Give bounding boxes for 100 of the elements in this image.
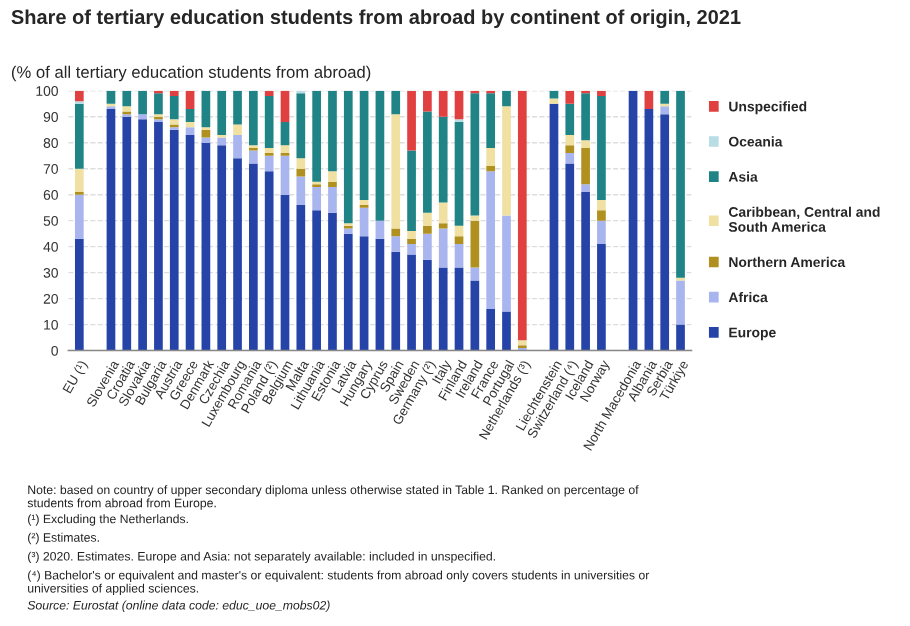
bar — [328, 212, 337, 351]
bar — [296, 176, 306, 206]
bar — [138, 114, 147, 120]
bar — [565, 134, 575, 146]
bar — [676, 280, 685, 325]
bar — [233, 134, 242, 159]
bar — [597, 210, 606, 221]
bar — [581, 192, 590, 351]
bar — [280, 90, 290, 122]
bar — [597, 95, 606, 200]
bar — [486, 308, 496, 351]
bar — [154, 93, 163, 115]
bar — [296, 205, 306, 351]
bar — [328, 90, 337, 172]
bar — [375, 90, 385, 221]
bar — [169, 129, 179, 351]
bar — [185, 127, 195, 135]
bar — [328, 186, 337, 213]
bar — [217, 90, 227, 135]
bar — [597, 244, 606, 351]
bar — [343, 90, 353, 224]
bar — [502, 311, 511, 351]
bar — [391, 236, 401, 252]
bar — [201, 142, 211, 351]
bar — [296, 158, 306, 169]
bar — [470, 220, 480, 268]
bar — [502, 215, 511, 312]
bar — [122, 90, 132, 107]
bar — [264, 95, 274, 148]
bar — [280, 155, 290, 195]
bar — [565, 103, 575, 135]
bar — [470, 280, 480, 351]
bar — [438, 223, 448, 229]
bar — [407, 238, 416, 245]
bar — [233, 158, 242, 351]
bar — [581, 184, 590, 193]
bar — [565, 145, 575, 154]
bar — [375, 220, 385, 239]
bar — [502, 106, 511, 216]
bar — [423, 90, 432, 112]
bar — [565, 90, 575, 104]
bar — [423, 111, 432, 213]
bar — [423, 212, 432, 226]
bar — [391, 114, 401, 229]
bar — [660, 114, 670, 351]
bar — [359, 236, 369, 351]
bar — [454, 90, 464, 120]
bar — [138, 119, 147, 351]
bar — [644, 108, 654, 351]
bar — [423, 233, 432, 260]
bar — [169, 119, 179, 125]
bar — [233, 90, 242, 125]
bar — [438, 116, 448, 203]
bar — [470, 267, 480, 281]
bar — [581, 140, 590, 148]
bar — [391, 228, 401, 237]
bar — [597, 199, 606, 211]
bar — [201, 129, 211, 138]
bar — [438, 267, 448, 351]
bar — [217, 137, 227, 146]
bar — [312, 186, 321, 211]
bar — [359, 90, 369, 200]
bar — [391, 90, 401, 115]
bar — [264, 147, 274, 154]
bar — [122, 106, 132, 112]
bar — [264, 90, 274, 96]
bar — [454, 121, 464, 226]
bar — [249, 150, 258, 164]
bar — [249, 163, 258, 351]
bar — [644, 90, 654, 109]
bar — [438, 202, 448, 224]
bar — [249, 90, 258, 146]
bar — [407, 90, 416, 151]
bar — [486, 166, 496, 172]
bar — [517, 340, 527, 346]
bar — [407, 254, 416, 351]
bar — [423, 225, 432, 234]
bar — [486, 147, 496, 167]
bar — [486, 93, 496, 148]
bar — [597, 220, 606, 245]
bar — [628, 90, 638, 351]
bar — [185, 90, 195, 109]
bar — [185, 108, 195, 122]
bar — [122, 116, 132, 351]
bar — [233, 124, 242, 135]
bar — [438, 90, 448, 117]
bar — [296, 168, 306, 177]
bar — [359, 207, 369, 237]
bar — [676, 90, 685, 278]
bar — [565, 163, 575, 351]
bar — [391, 251, 401, 351]
bar — [280, 194, 290, 351]
bar — [201, 90, 211, 128]
bar — [597, 90, 606, 96]
bar — [407, 150, 416, 232]
bar — [185, 134, 195, 351]
bar — [74, 168, 84, 193]
bar — [312, 210, 321, 351]
bar — [74, 238, 84, 351]
bar — [264, 155, 274, 172]
